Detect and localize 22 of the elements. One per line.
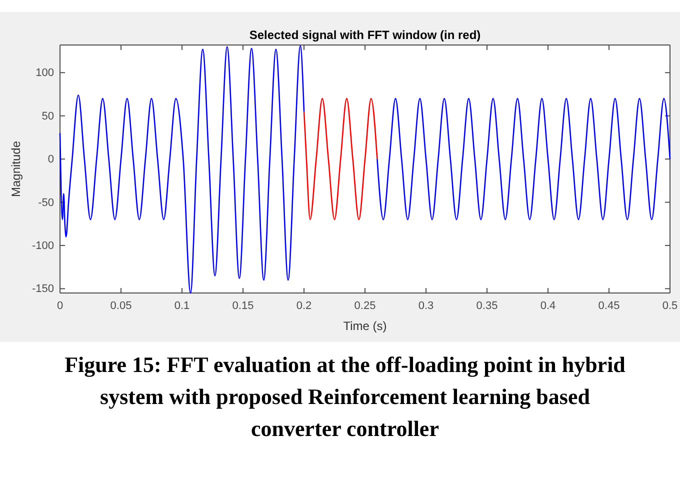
y-tick-label: 0 [48,154,54,166]
x-tick-label: 0.05 [110,300,132,312]
x-tick-label: 0.25 [354,300,376,312]
y-tick-label: 100 [36,67,54,80]
x-tick-label: 0.45 [598,300,620,312]
y-tick-label: 50 [42,110,54,122]
chart-title: Selected signal with FFT window (in red) [249,28,481,42]
x-tick-label: 0.15 [232,300,254,312]
x-tick-label: 0.35 [476,300,498,312]
y-tick-label: -150 [32,283,54,296]
y-axis-title: Magnitude [9,140,23,198]
x-tick-label: 0.1 [174,300,190,312]
y-tick-label: -100 [32,240,54,252]
x-tick-label: 0 [56,300,64,312]
y-tick-label: -50 [38,196,54,209]
line-series [303,98,378,220]
x-axis-title: Time (s) [343,319,387,333]
x-tick-label: 0.3 [418,300,434,312]
x-tick-label: 0.4 [540,300,556,312]
x-tick-label: 0.2 [296,300,312,312]
caption: Figure 15: FFT evaluation at the off-loading point in hybrid system with proposed Reinforcement learning based converter controller [64,352,626,441]
x-tick-label: 0.5 [662,300,678,312]
